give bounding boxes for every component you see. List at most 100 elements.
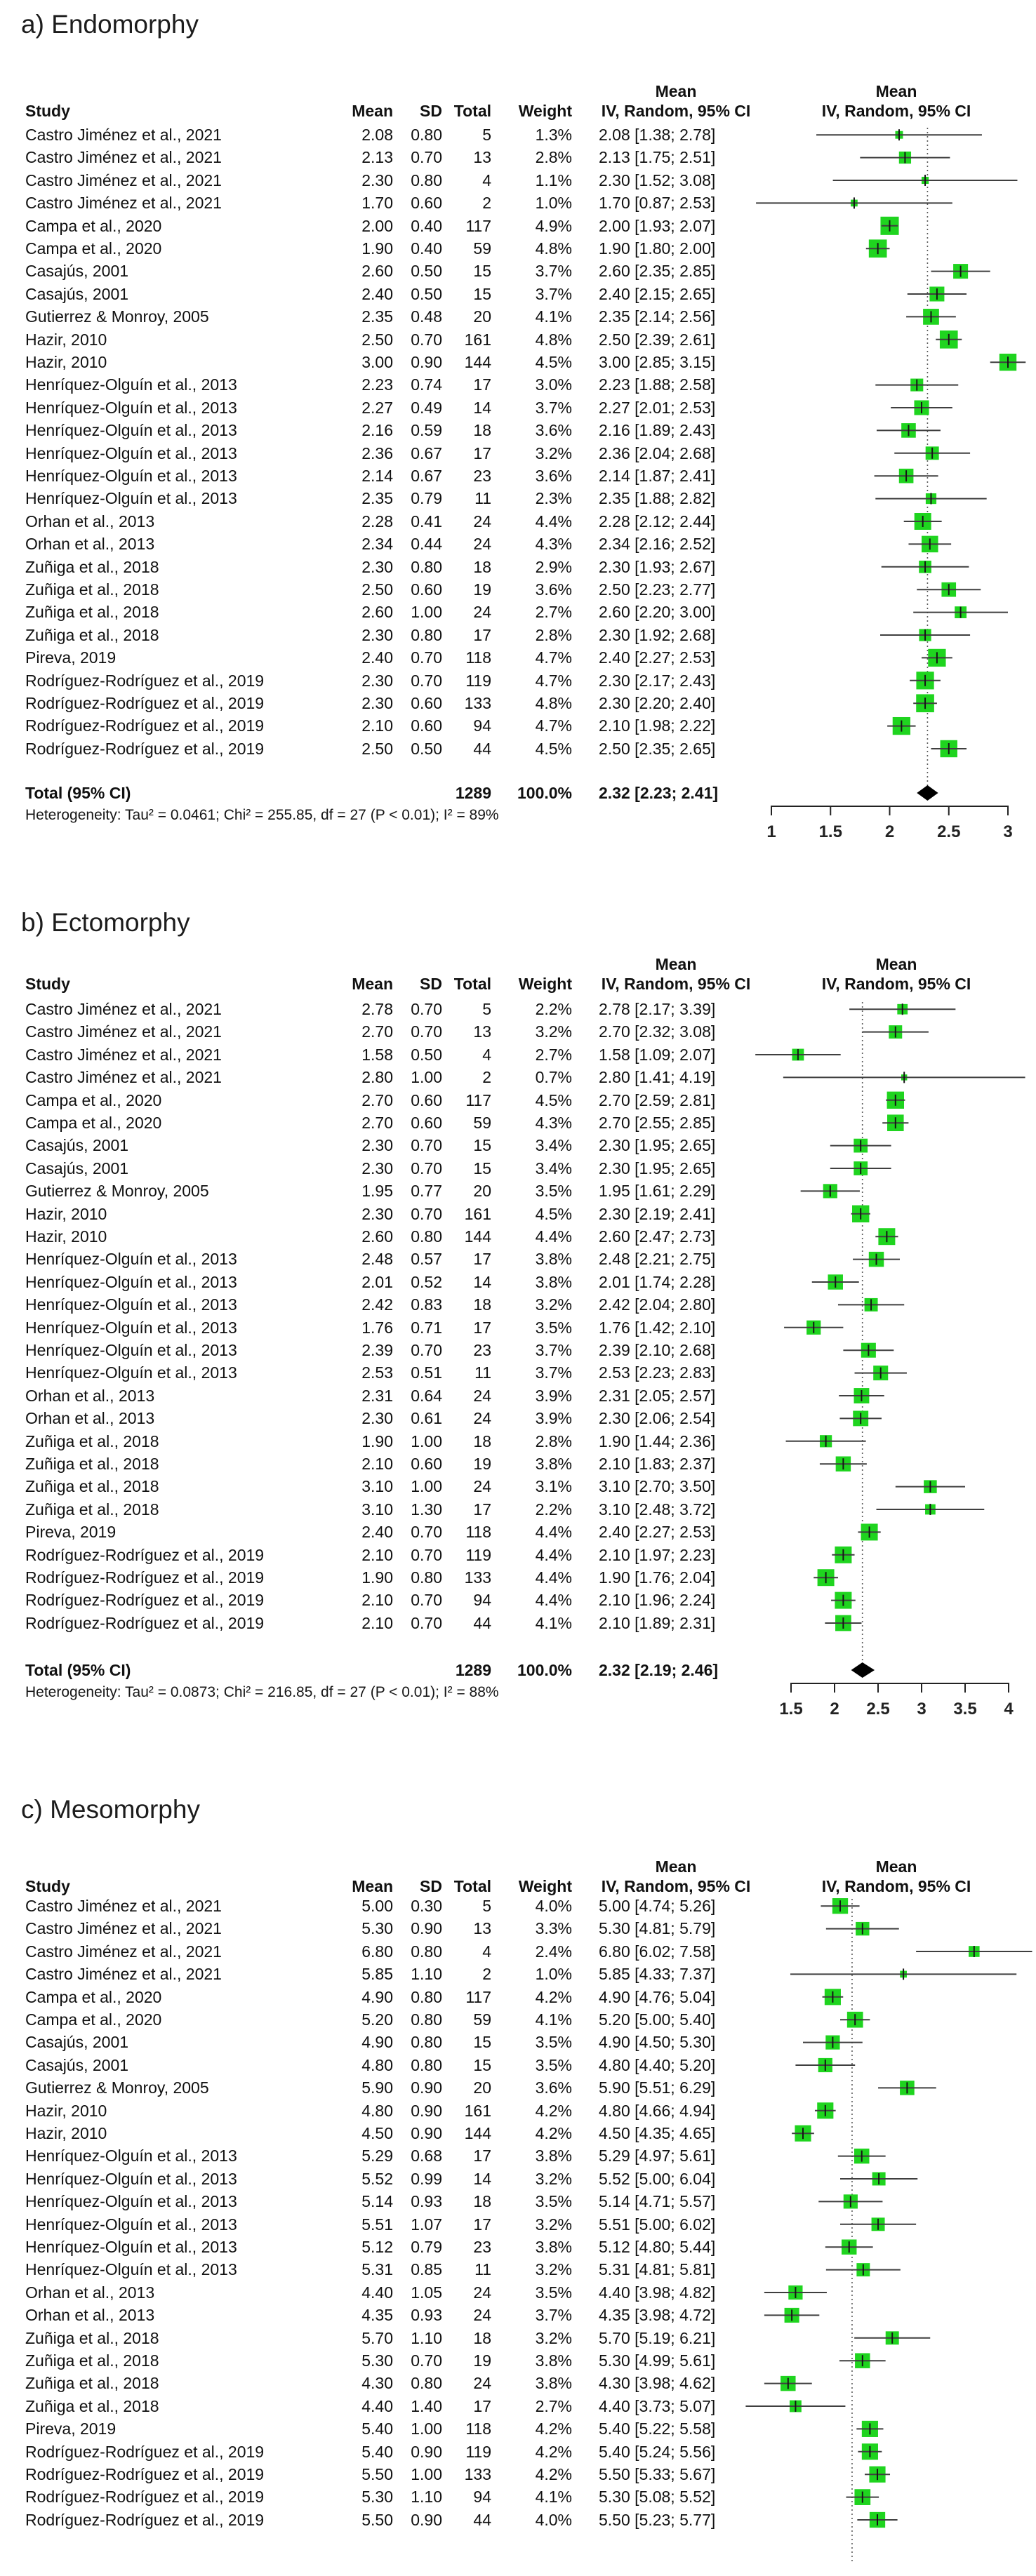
weight-cell: 3.6% [535, 580, 572, 599]
table-row: Rodríguez-Rodríguez et al., 2019 2.30 0.60… [0, 692, 772, 715]
table-row: Rodríguez-Rodríguez et al., 2019 5.50 1.00… [0, 2463, 772, 2486]
ci-cell: 4.40 [3.98; 4.82] [599, 2283, 716, 2302]
weight-cell: 2.8% [535, 148, 572, 167]
sd-cell: 0.90 [411, 2510, 442, 2529]
mean-cell: 2.78 [361, 1000, 393, 1018]
sd-cell: 0.71 [411, 1318, 442, 1337]
sd-cell: 0.90 [411, 1919, 442, 1938]
study-cell: Zuñiga et al., 2018 [25, 2374, 159, 2393]
total-cell: 17 [473, 1318, 491, 1337]
study-cell: Campa et al., 2020 [25, 1987, 162, 2006]
ci-cell: 2.31 [2.05; 2.57] [599, 1386, 716, 1405]
weight-cell: 3.7% [535, 1341, 572, 1359]
mean-cell: 2.42 [361, 1295, 393, 1314]
column-header-sd: SD [420, 102, 442, 120]
study-cell: Casajús, 2001 [25, 2033, 129, 2052]
mean-cell: 2.36 [361, 443, 393, 462]
study-cell: Rodríguez-Rodríguez et al., 2019 [25, 671, 265, 690]
total-cell: 144 [464, 1227, 491, 1246]
weight-cell: 4.5% [535, 353, 572, 371]
column-header-weight: Weight [518, 975, 572, 993]
ci-cell: 5.30 [4.81; 5.79] [599, 1919, 716, 1938]
sd-cell: 0.50 [411, 739, 442, 758]
table-row: Rodríguez-Rodríguez et al., 2019 5.50 0.90… [0, 2509, 772, 2532]
ci-cell: 5.90 [5.51; 6.29] [599, 2078, 716, 2097]
weight-cell: 3.8% [535, 1272, 572, 1291]
ci-cell: 2.10 [1.96; 2.24] [599, 1591, 716, 1610]
table-row: Hazir, 2010 4.50 0.90 144 4.2% 4.50 [4.35; 4.… [0, 2122, 772, 2145]
total-cell: 24 [473, 1477, 491, 1496]
weight-cell: 4.2% [535, 2124, 572, 2142]
table-row: Castro Jiménez et al., 2021 2.80 1.00 2 0.7%… [0, 1066, 772, 1089]
total-cell: 18 [473, 421, 491, 440]
total-cell: 144 [464, 2124, 491, 2142]
ci-cell: 2.40 [2.15; 2.65] [599, 284, 716, 303]
mean-cell: 3.00 [361, 353, 393, 371]
ci-cell: 5.14 [4.71; 5.57] [599, 2192, 716, 2211]
weight-cell: 4.4% [535, 512, 572, 530]
ci-cell: 3.10 [2.70; 3.50] [599, 1477, 716, 1496]
axis-label: 3.5 [953, 1700, 976, 1719]
axis-label: 2.5 [866, 1700, 889, 1719]
total-cell: 117 [465, 216, 491, 235]
mean-cell: 5.14 [361, 2192, 393, 2211]
total-cell: 14 [473, 1272, 491, 1291]
sd-cell: 0.70 [411, 1204, 442, 1223]
mean-cell: 5.50 [361, 2510, 393, 2529]
ci-cell: 2.30 [1.95; 2.65] [599, 1136, 716, 1155]
column-header-sd: SD [420, 1877, 442, 1895]
mean-cell: 2.40 [361, 284, 393, 303]
study-cell: Rodríguez-Rodríguez et al., 2019 [25, 2465, 265, 2483]
weight-cell: 4.5% [535, 1090, 572, 1109]
total-cell: 15 [473, 2055, 491, 2074]
sd-cell: 0.40 [411, 239, 442, 258]
study-cell: Henríquez-Olguín et al., 2013 [25, 2215, 237, 2234]
weight-cell: 4.8% [535, 330, 572, 349]
mean-cell: 4.40 [361, 2396, 393, 2415]
plot-header-ci: IV, Random, 95% CI [821, 102, 971, 120]
weight-cell: 3.5% [535, 2283, 572, 2302]
mean-cell: 2.40 [361, 1523, 393, 1542]
total-cell: 19 [473, 580, 491, 599]
total-cell: 23 [473, 467, 491, 485]
total-cell: 14 [473, 398, 491, 417]
weight-cell: 1.1% [535, 171, 572, 189]
mean-cell: 2.35 [361, 307, 393, 326]
table-row: Zuñiga et al., 2018 2.30 0.80 17 2.8% 2.30 [1… [0, 624, 772, 647]
table-row: Castro Jiménez et al., 2021 2.30 0.80 4 1.1%… [0, 169, 772, 192]
table-row: Orhan et al., 2013 2.31 0.64 24 3.9% 2.31 [2.… [0, 1384, 772, 1408]
weight-cell: 3.5% [535, 1318, 572, 1337]
ci-cell: 3.00 [2.85; 3.15] [599, 353, 716, 371]
mean-cell: 5.70 [361, 2328, 393, 2347]
axis-label: 3 [1003, 822, 1012, 841]
study-cell: Campa et al., 2020 [25, 239, 162, 258]
weight-cell: 3.7% [535, 284, 572, 303]
table-row: Zuñiga et al., 2018 2.30 0.80 18 2.9% 2.30 [1… [0, 556, 772, 579]
sd-cell: 0.70 [411, 330, 442, 349]
total-n: 1289 [455, 1661, 491, 1679]
mean-cell: 2.10 [361, 716, 393, 735]
weight-cell: 1.0% [535, 1965, 572, 1984]
column-header-weight: Weight [518, 1877, 572, 1895]
mean-cell: 2.30 [361, 671, 393, 690]
mean-cell: 1.90 [361, 239, 393, 258]
total-cell: 18 [473, 1432, 491, 1450]
mean-cell: 2.13 [361, 148, 393, 167]
sd-cell: 0.80 [411, 557, 442, 576]
sd-cell: 1.10 [411, 2328, 442, 2347]
table-row: Rodríguez-Rodríguez et al., 2019 1.90 0.80… [0, 1566, 772, 1589]
mean-cell: 1.58 [361, 1045, 393, 1064]
weight-cell: 3.7% [535, 262, 572, 281]
study-cell: Campa et al., 2020 [25, 1114, 162, 1132]
ci-cell: 2.10 [1.97; 2.23] [599, 1545, 716, 1564]
weight-cell: 3.5% [535, 2192, 572, 2211]
weight-cell: 0.7% [535, 1068, 572, 1087]
table-row: Castro Jiménez et al., 2021 1.58 0.50 4 2.7%… [0, 1043, 772, 1067]
total-label: Total (95% CI) [25, 1661, 131, 1679]
ci-cell: 2.30 [1.92; 2.68] [599, 625, 716, 644]
mean-cell: 2.28 [361, 512, 393, 530]
sd-cell: 0.68 [411, 2147, 442, 2165]
study-cell: Orhan et al., 2013 [25, 2283, 155, 2302]
study-cell: Rodríguez-Rodríguez et al., 2019 [25, 716, 265, 735]
sd-cell: 0.51 [411, 1363, 442, 1382]
